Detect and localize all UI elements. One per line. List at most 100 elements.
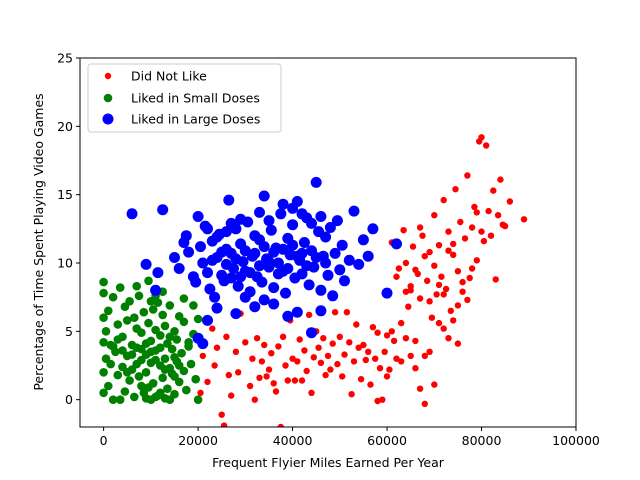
data-point-series-1 (137, 328, 146, 338)
data-point-series-0 (412, 337, 419, 345)
data-point-series-0 (445, 228, 452, 235)
data-point-series-2 (220, 226, 232, 238)
data-point-series-0 (421, 352, 428, 360)
legend-label-did-not-like: Did Not Like (131, 69, 207, 84)
data-point-series-1 (179, 317, 189, 327)
data-point-series-1 (99, 388, 108, 398)
data-point-series-0 (450, 251, 457, 258)
data-point-series-1 (104, 381, 113, 391)
data-point-series-2 (306, 217, 317, 229)
data-point-series-2 (343, 254, 355, 266)
x-axis-label: Frequent Flyier Miles Earned Per Year (212, 455, 445, 470)
data-point-series-2 (150, 284, 162, 296)
data-point-series-2 (310, 176, 322, 188)
data-point-series-1 (104, 306, 113, 316)
data-point-series-0 (447, 307, 454, 314)
data-point-series-2 (202, 314, 213, 326)
data-point-series-2 (268, 298, 280, 310)
x-tick-label: 100000 (552, 433, 600, 448)
data-point-series-2 (211, 231, 223, 243)
data-point-series-1 (113, 370, 123, 380)
data-point-series-0 (310, 354, 317, 361)
data-point-series-2 (157, 204, 169, 216)
data-point-series-2 (258, 190, 270, 202)
data-point-series-0 (485, 207, 492, 215)
data-point-series-1 (144, 276, 153, 286)
data-point-series-0 (395, 265, 403, 272)
data-point-series-0 (468, 265, 476, 272)
data-point-series-0 (211, 362, 218, 369)
data-point-series-1 (122, 316, 132, 325)
data-point-series-2 (331, 215, 343, 227)
data-point-series-1 (158, 373, 167, 383)
data-point-series-2 (225, 217, 237, 229)
data-point-series-0 (490, 187, 497, 194)
data-point-series-0 (412, 365, 419, 372)
data-point-series-2 (339, 275, 350, 287)
data-point-series-0 (235, 369, 242, 376)
data-point-series-0 (317, 359, 325, 366)
data-point-series-0 (402, 259, 410, 267)
data-point-series-2 (362, 250, 374, 262)
data-point-series-1 (101, 327, 111, 336)
data-point-series-1 (165, 395, 175, 405)
data-point-series-0 (457, 218, 464, 226)
data-point-series-2 (324, 222, 336, 233)
data-point-series-0 (355, 344, 362, 351)
data-point-series-0 (294, 358, 301, 365)
data-point-series-0 (390, 337, 398, 345)
legend-marker-liked-small-doses (103, 93, 113, 103)
data-point-series-0 (461, 235, 469, 242)
data-point-series-1 (160, 354, 170, 364)
data-point-series-1 (115, 395, 125, 405)
data-point-series-0 (372, 355, 379, 362)
data-point-series-1 (108, 292, 118, 302)
data-point-series-1 (148, 305, 158, 314)
data-point-series-1 (113, 335, 123, 344)
data-point-series-0 (459, 278, 466, 286)
data-point-series-0 (431, 212, 438, 219)
data-point-series-0 (487, 232, 495, 239)
data-point-series-1 (158, 310, 167, 320)
data-point-series-0 (468, 224, 476, 231)
x-tick-label: 60000 (367, 433, 407, 448)
data-point-series-2 (239, 291, 251, 303)
data-point-series-1 (174, 361, 184, 370)
data-point-series-0 (322, 371, 329, 379)
data-point-series-0 (282, 362, 289, 369)
legend-label-liked-small-doses: Liked in Small Doses (131, 91, 260, 106)
data-point-series-0 (450, 317, 457, 324)
data-point-series-2 (265, 224, 277, 236)
data-point-series-2 (298, 237, 310, 248)
data-point-series-0 (501, 222, 509, 230)
data-point-series-2 (258, 241, 270, 253)
data-point-series-0 (339, 373, 346, 380)
y-axis-label: Percentage of Time Spent Playing Video G… (31, 93, 46, 390)
data-point-series-0 (381, 348, 388, 355)
y-tick-label: 20 (57, 119, 73, 134)
x-axis: 0 20000 40000 60000 80000 100000 (100, 427, 600, 448)
data-point-series-1 (99, 277, 108, 287)
data-point-series-2 (254, 206, 265, 218)
data-point-series-2 (263, 256, 275, 268)
data-point-series-2 (320, 257, 332, 269)
data-point-series-2 (192, 332, 204, 344)
data-point-series-2 (315, 211, 327, 222)
data-point-series-1 (108, 395, 118, 405)
data-point-series-2 (306, 327, 317, 339)
x-tick-label: 80000 (462, 433, 502, 448)
data-point-series-2 (202, 267, 213, 279)
data-point-series-0 (249, 355, 256, 362)
data-point-series-1 (115, 283, 125, 292)
data-point-series-0 (400, 227, 407, 234)
data-point-series-0 (421, 400, 428, 407)
data-point-series-2 (381, 287, 393, 299)
data-point-series-0 (450, 240, 457, 248)
data-point-series-0 (291, 377, 299, 384)
data-point-series-1 (156, 343, 165, 353)
data-point-series-1 (163, 384, 172, 394)
data-point-series-0 (407, 287, 414, 294)
data-point-series-1 (141, 339, 151, 348)
data-point-series-1 (127, 350, 137, 359)
data-point-series-0 (256, 374, 263, 381)
